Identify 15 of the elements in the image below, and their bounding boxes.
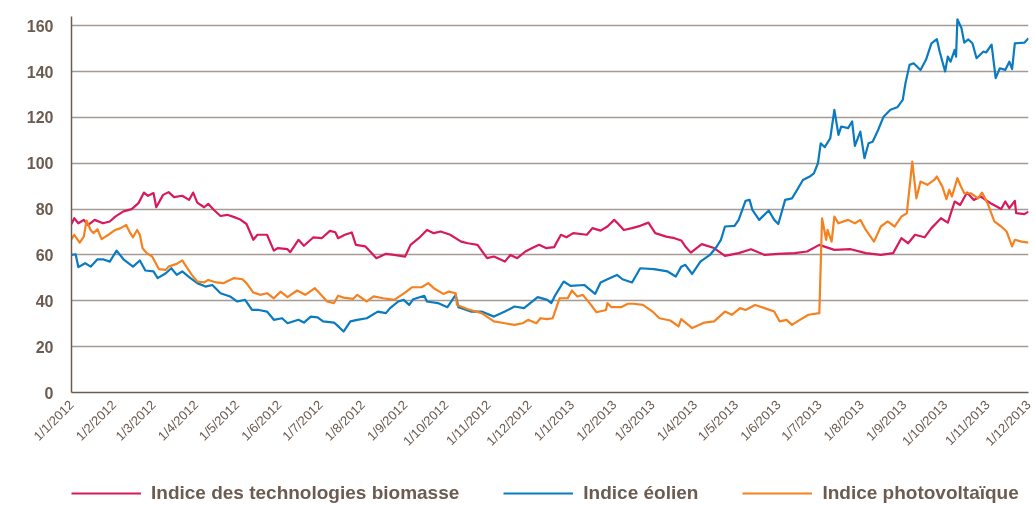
line-series bbox=[71, 191, 1029, 263]
line-series bbox=[71, 18, 1029, 333]
y-tick-label: 40 bbox=[35, 292, 54, 310]
legend-label: Indice photovoltaïque bbox=[822, 482, 1019, 504]
y-tick-label: 100 bbox=[26, 155, 54, 173]
y-tick-label: 80 bbox=[35, 201, 54, 219]
y-tick-label: 140 bbox=[26, 63, 54, 81]
legend-label: Indice éolien bbox=[583, 482, 699, 504]
y-tick-label: 0 bbox=[44, 384, 54, 402]
line-series bbox=[71, 160, 1029, 330]
y-tick-label: 20 bbox=[35, 338, 54, 356]
legend-label: Indice des technologies biomasse bbox=[151, 482, 460, 504]
y-tick-label: 160 bbox=[26, 17, 54, 35]
y-tick-label: 60 bbox=[35, 246, 54, 264]
y-tick-label: 120 bbox=[26, 109, 54, 127]
